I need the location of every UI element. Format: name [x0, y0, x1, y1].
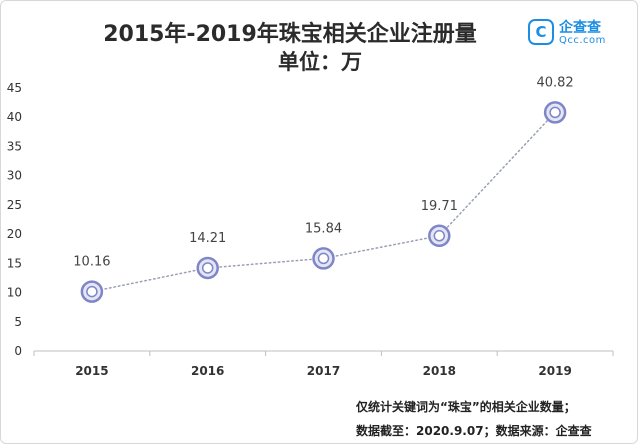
footnote-source: 数据截至：2020.9.07；数据来源：企查查 — [356, 424, 592, 438]
qcc-logo: C 企查查 Qcc.com — [528, 16, 614, 50]
y-tick-label: 20 — [7, 227, 22, 241]
y-tick-label: 0 — [14, 344, 22, 358]
y-tick-label: 5 — [14, 315, 22, 329]
data-label: 40.82 — [536, 75, 573, 90]
y-tick-label: 10 — [7, 286, 22, 300]
y-tick-label: 15 — [7, 256, 22, 270]
qcc-logo-name: 企查查 — [559, 20, 601, 36]
data-label: 19.71 — [421, 199, 458, 214]
chart-subtitle: 单位：万 — [278, 50, 362, 74]
y-tick-label: 25 — [7, 198, 22, 212]
y-tick-label: 45 — [7, 81, 22, 95]
footnote-scope: 仅统计关键词为“珠宝”的相关企业数量； — [356, 400, 576, 414]
y-tick-label: 40 — [7, 110, 22, 124]
x-tick-label: 2018 — [423, 364, 456, 378]
data-label: 14.21 — [189, 231, 226, 246]
data-label: 10.16 — [73, 255, 110, 270]
data-point-core — [549, 106, 561, 119]
data-point-core — [433, 230, 446, 242]
x-tick-label: 2015 — [75, 364, 108, 378]
x-tick-label: 2017 — [307, 364, 340, 378]
data-point-core — [201, 262, 214, 274]
y-tick-label: 35 — [7, 139, 22, 153]
qcc-logo-domain: Qcc.com — [559, 35, 606, 46]
data-label: 15.84 — [305, 221, 342, 236]
x-tick-label: 2019 — [538, 364, 571, 378]
data-point-core — [317, 252, 330, 265]
y-tick-label: 30 — [7, 169, 22, 183]
chart-title: 2015年-2019年珠宝相关企业注册量 — [103, 22, 477, 47]
x-tick-label: 2016 — [191, 364, 224, 378]
qcc-badge-icon: C — [528, 19, 554, 45]
data-point-core — [86, 285, 98, 298]
